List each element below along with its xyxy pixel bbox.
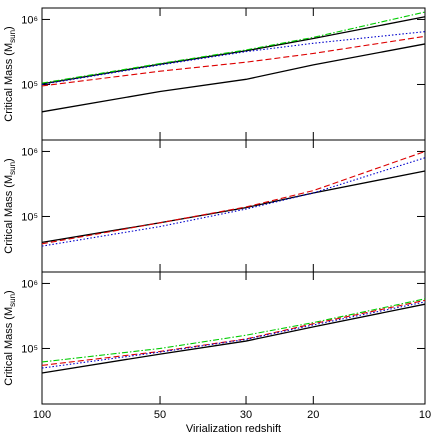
y-axis-label: Critical Mass (Msun) [3, 158, 17, 253]
plot-frame [41, 271, 426, 405]
series-line [41, 170, 426, 243]
series-line [41, 31, 426, 86]
y-axis-label-sub: sun [8, 294, 17, 307]
y-tick-label: 10⁵ [21, 79, 38, 91]
y-axis-label-end: ) [3, 158, 15, 162]
series-line [41, 43, 426, 113]
series-line [41, 150, 426, 245]
series-line [41, 11, 426, 84]
y-axis-label-sub: sun [8, 30, 17, 43]
y-tick-label: 10⁵ [21, 211, 38, 223]
y-tick-label: 10⁶ [21, 146, 38, 158]
series-line [41, 298, 426, 363]
x-tick-label: 10 [419, 409, 431, 421]
plot-frame [41, 139, 426, 273]
y-axis-label-end: ) [3, 290, 15, 294]
y-axis-label-text: Critical Mass (M [3, 43, 15, 122]
x-axis-label: Virialization redshift [186, 423, 281, 435]
y-axis-label-end: ) [3, 26, 15, 30]
y-tick-label: 10⁶ [21, 278, 38, 290]
y-axis-label: Critical Mass (Msun) [3, 290, 17, 385]
y-axis-label-sub: sun [8, 162, 17, 175]
y-tick-label: 10⁵ [21, 343, 38, 355]
y-axis-label-text: Critical Mass (M [3, 307, 15, 386]
series-line [41, 303, 426, 374]
series-line [41, 16, 426, 85]
series-line [41, 157, 426, 247]
x-tick-label: 50 [154, 409, 166, 421]
series-line [41, 35, 426, 87]
series-line [41, 301, 426, 369]
y-axis-label: Critical Mass (Msun) [3, 26, 17, 121]
x-tick-label: 30 [240, 409, 252, 421]
x-tick-label: 100 [33, 409, 51, 421]
y-axis-label-text: Critical Mass (M [3, 175, 15, 254]
y-tick-label: 10⁶ [21, 14, 38, 26]
x-tick-label: 20 [307, 409, 319, 421]
